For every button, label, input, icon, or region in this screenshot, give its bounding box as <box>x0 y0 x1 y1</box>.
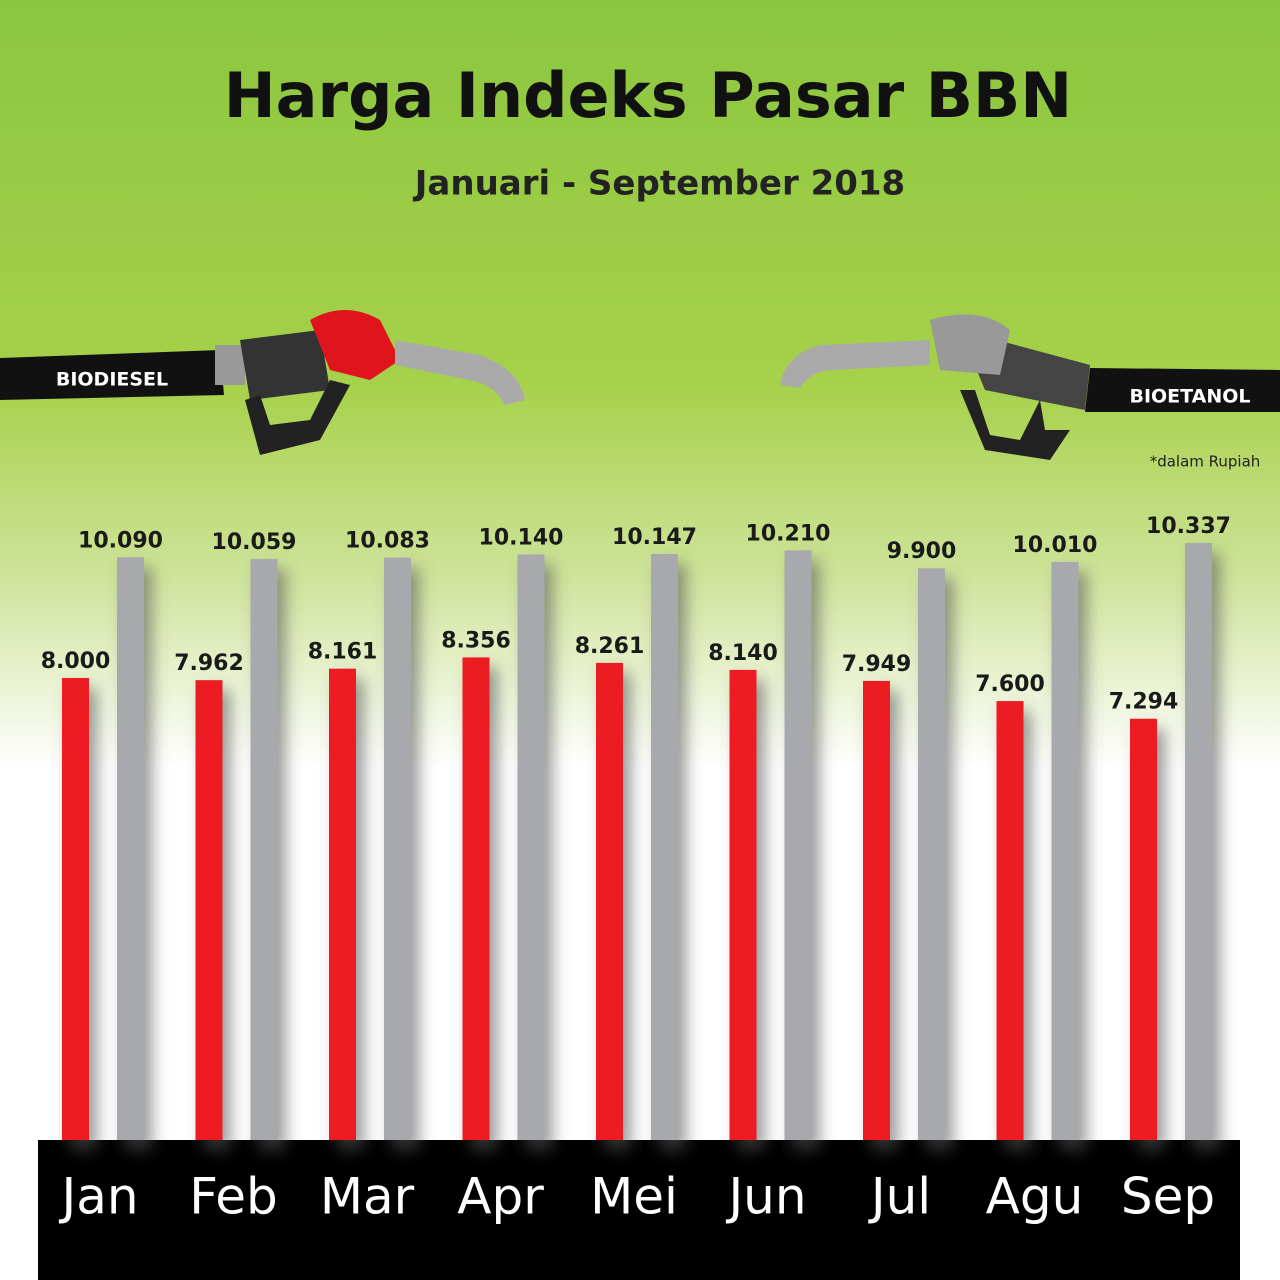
bar <box>784 550 812 1140</box>
value-label: 10.090 <box>78 528 163 553</box>
value-label: 8.000 <box>41 649 111 674</box>
bar <box>918 568 945 1140</box>
value-label: 8.356 <box>441 628 511 653</box>
bar <box>596 662 623 1140</box>
value-label: 10.210 <box>746 521 831 546</box>
legend-entry: BIOETANOL <box>1129 386 1250 408</box>
bar <box>329 668 356 1140</box>
bioetanol-nozzle <box>780 314 1280 460</box>
x-tick-label: Jan <box>58 1168 138 1226</box>
x-tick-label: Agu <box>986 1168 1084 1226</box>
value-label: 10.083 <box>345 529 430 554</box>
value-label: 10.059 <box>212 530 297 555</box>
x-tick-label: Jun <box>725 1168 806 1226</box>
bar <box>996 701 1024 1140</box>
value-label: 10.147 <box>612 525 697 550</box>
bar <box>117 557 144 1140</box>
x-tick-label: Feb <box>189 1168 278 1226</box>
bar <box>384 557 411 1140</box>
bar <box>195 680 223 1140</box>
bar <box>462 657 490 1140</box>
bar <box>863 680 890 1140</box>
bar <box>651 553 678 1140</box>
value-label: 10.140 <box>479 525 564 550</box>
x-tick-label: Jul <box>868 1168 931 1226</box>
value-label: 7.949 <box>842 652 912 677</box>
chart-title: Harga Indeks Pasar BBN <box>224 59 1072 132</box>
value-label: 7.600 <box>975 672 1045 697</box>
value-label: 8.161 <box>308 640 378 665</box>
value-label: 8.261 <box>575 634 645 659</box>
bar <box>1130 718 1157 1140</box>
x-tick-label: Apr <box>457 1168 544 1226</box>
x-tick-label: Mar <box>320 1168 415 1226</box>
value-label: 10.337 <box>1146 514 1231 539</box>
bar <box>517 554 545 1140</box>
legend-entry: BIODIESEL <box>56 369 168 391</box>
unit-note: *dalam Rupiah <box>1150 453 1261 471</box>
value-label: 8.140 <box>708 641 778 666</box>
chart-subtitle: Januari - September 2018 <box>413 164 905 204</box>
bar <box>250 559 278 1140</box>
x-tick-label: Sep <box>1121 1168 1215 1226</box>
value-label: 10.010 <box>1013 533 1098 558</box>
bar <box>1051 561 1079 1140</box>
x-tick-label: Mei <box>590 1168 678 1226</box>
value-label: 9.900 <box>887 539 957 564</box>
x-axis-band <box>38 1140 1240 1280</box>
biodiesel-nozzle <box>0 310 525 455</box>
value-label: 7.294 <box>1109 690 1179 715</box>
bar <box>62 677 89 1140</box>
bar <box>729 669 757 1140</box>
bar <box>1185 543 1212 1140</box>
value-label: 7.962 <box>174 651 244 676</box>
